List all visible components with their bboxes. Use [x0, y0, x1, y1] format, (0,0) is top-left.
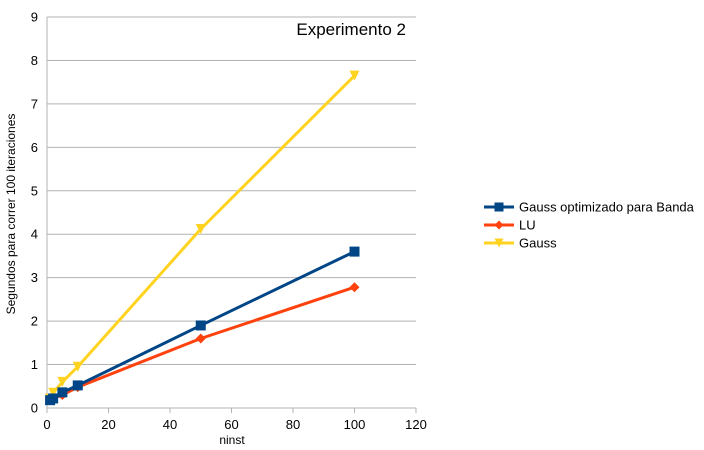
x-tick-labels: 0 20 40 60 80 100 120	[43, 417, 426, 432]
x-tick-label-6: 120	[405, 417, 427, 432]
y-tick-labels: 0 1 2 3 4 5 6 7 8 9	[31, 10, 38, 416]
y-tick-label-7: 7	[31, 96, 38, 111]
x-tick-label-3: 60	[224, 417, 238, 432]
chart-title: Experimento 2	[296, 20, 406, 39]
y-tick-label-1: 1	[31, 357, 38, 372]
legend-label-1: LU	[519, 218, 536, 233]
legend-label-2: Gauss	[519, 236, 557, 251]
series-0-point-4	[195, 320, 206, 331]
y-tick-label-2: 2	[31, 314, 38, 329]
x-tick-label-2: 40	[163, 417, 177, 432]
legend-marker-0	[494, 202, 504, 212]
y-tick-label-9: 9	[31, 10, 38, 25]
axes	[46, 17, 417, 413]
y-tick-label-8: 8	[31, 53, 38, 68]
y-tick-label-0: 0	[31, 401, 38, 416]
series-line-1	[49, 285, 355, 402]
series-2-point-4	[195, 224, 206, 235]
series-2-point-2	[57, 376, 68, 387]
x-axis-label: ninst	[219, 433, 245, 447]
y-axis-label: Segundos para correr 100 iteraciones	[4, 114, 18, 315]
y-tick-label-5: 5	[31, 183, 38, 198]
legend: Gauss optimizado para Banda LU Gauss	[484, 200, 695, 251]
legend-marker-1	[494, 220, 504, 230]
series-2-point-1	[48, 387, 59, 398]
x-tick-label-1: 20	[101, 417, 115, 432]
series-markers	[45, 70, 360, 406]
series-lines	[48, 74, 356, 402]
legend-label-0: Gauss optimizado para Banda	[519, 200, 695, 215]
series-1-point-4	[195, 333, 206, 344]
series-0-point-3	[72, 380, 83, 391]
series-2-point-5	[349, 70, 360, 81]
gridlines	[47, 16, 416, 409]
x-tick-label-0: 0	[43, 417, 50, 432]
series-line-2	[48, 74, 356, 400]
x-tick-label-4: 80	[286, 417, 300, 432]
series-1-point-5	[349, 282, 360, 293]
series-0-point-2	[57, 387, 68, 398]
series-0-point-5	[349, 246, 360, 257]
x-tick-label-5: 100	[344, 417, 366, 432]
series-0-point-1	[48, 393, 59, 404]
legend-marker-2	[494, 238, 504, 248]
y-tick-label-6: 6	[31, 140, 38, 155]
y-tick-label-3: 3	[31, 270, 38, 285]
series-2-point-3	[72, 361, 83, 372]
y-tick-label-4: 4	[31, 227, 38, 242]
